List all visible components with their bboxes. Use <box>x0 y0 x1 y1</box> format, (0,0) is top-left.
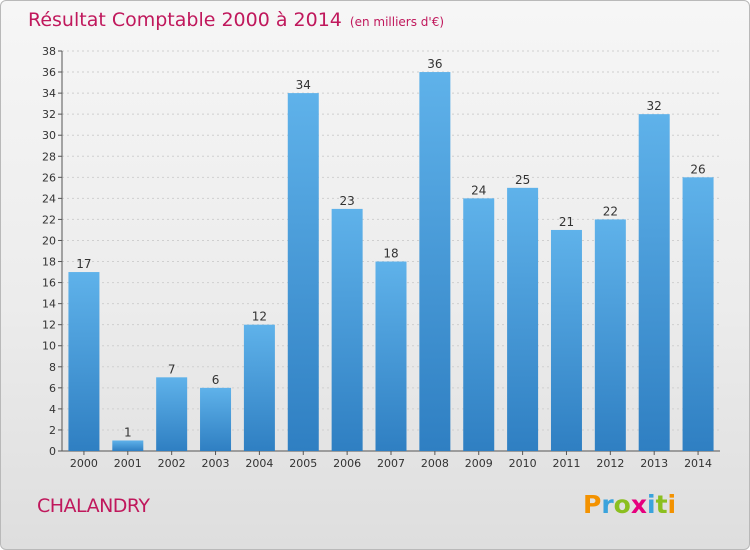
data-label: 12 <box>252 310 267 324</box>
y-tick-label: 22 <box>42 213 56 226</box>
x-tick-label: 2011 <box>552 457 580 470</box>
y-tick-label: 24 <box>42 192 56 205</box>
logo-letter: o <box>613 490 631 519</box>
x-tick-label: 2013 <box>640 457 668 470</box>
y-tick-label: 36 <box>42 66 56 79</box>
chart-title: Résultat Comptable 2000 à 2014 (en millie… <box>28 9 444 31</box>
logo-letter: r <box>601 490 614 519</box>
y-tick-label: 38 <box>42 45 56 58</box>
data-label: 26 <box>690 162 705 176</box>
y-tick-label: 18 <box>42 256 56 269</box>
commune-name: CHALANDRY <box>37 495 150 517</box>
bar <box>156 377 188 451</box>
data-label: 32 <box>647 99 662 113</box>
data-label: 22 <box>603 204 618 218</box>
proxiti-logo: Proxiti <box>583 490 676 519</box>
x-tick-label: 2004 <box>245 457 273 470</box>
x-tick-label: 2010 <box>509 457 537 470</box>
bar <box>682 177 714 451</box>
y-tick-label: 2 <box>49 424 56 437</box>
data-label: 23 <box>339 194 354 208</box>
y-tick-label: 6 <box>49 382 56 395</box>
title-subtitle: (en milliers d'€) <box>349 15 445 29</box>
bar <box>200 387 232 451</box>
data-label: 36 <box>427 57 442 71</box>
data-label: 34 <box>296 78 311 92</box>
bar <box>68 272 100 451</box>
y-tick-label: 34 <box>42 87 56 100</box>
y-tick-label: 16 <box>42 277 56 290</box>
logo-letter: t <box>655 490 668 519</box>
x-tick-label: 2008 <box>421 457 449 470</box>
data-label: 21 <box>559 215 574 229</box>
bar <box>463 198 495 451</box>
bar <box>550 229 582 451</box>
y-tick-label: 30 <box>42 129 56 142</box>
bar <box>419 72 451 451</box>
y-tick-label: 4 <box>49 403 56 416</box>
title-main: Résultat Comptable 2000 à 2014 <box>28 9 342 31</box>
logo-letter: i <box>667 490 677 519</box>
x-tick-label: 2005 <box>289 457 317 470</box>
bar <box>594 219 626 451</box>
x-tick-label: 2003 <box>202 457 230 470</box>
bar <box>507 187 539 451</box>
x-tick-label: 2012 <box>596 457 624 470</box>
y-tick-label: 28 <box>42 150 56 163</box>
x-tick-label: 2006 <box>333 457 361 470</box>
y-tick-label: 0 <box>49 445 56 458</box>
bar <box>287 93 319 452</box>
y-tick-label: 10 <box>42 340 56 353</box>
bar <box>112 440 144 451</box>
y-tick-label: 8 <box>49 361 56 374</box>
data-label: 1 <box>124 425 132 439</box>
data-label: 18 <box>383 247 398 261</box>
data-label: 17 <box>76 257 91 271</box>
y-tick-label: 12 <box>42 319 56 332</box>
y-tick-label: 14 <box>42 298 56 311</box>
x-tick-label: 2014 <box>684 457 712 470</box>
bar <box>638 114 670 451</box>
y-tick-label: 32 <box>42 108 56 121</box>
logo-letter: P <box>583 490 602 519</box>
bar <box>331 208 363 451</box>
bar <box>375 261 407 451</box>
y-tick-label: 26 <box>42 171 56 184</box>
x-tick-label: 2002 <box>158 457 186 470</box>
bar <box>243 324 275 451</box>
data-label: 25 <box>515 173 530 187</box>
data-label: 7 <box>168 362 176 376</box>
logo-letter: x <box>630 490 647 519</box>
logo-letter: i <box>647 490 656 519</box>
x-tick-label: 2001 <box>114 457 142 470</box>
x-tick-label: 2000 <box>70 457 98 470</box>
x-tick-label: 2007 <box>377 457 405 470</box>
data-label: 6 <box>212 373 220 387</box>
data-label: 24 <box>471 183 486 197</box>
x-tick-label: 2009 <box>465 457 493 470</box>
y-tick-label: 20 <box>42 234 56 247</box>
